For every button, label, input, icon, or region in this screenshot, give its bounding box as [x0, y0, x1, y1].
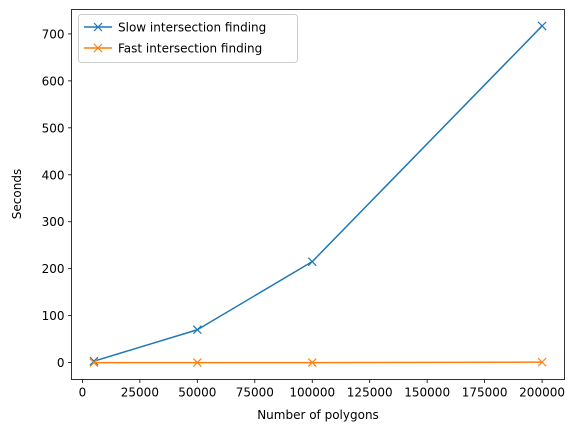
data-point-marker [193, 326, 201, 334]
series-layer [90, 22, 546, 367]
legend: Slow intersection finding Fast intersecti… [79, 15, 298, 63]
y-tick-label: 0 [57, 356, 65, 370]
x-tick-label: 50000 [178, 386, 216, 400]
y-tick-label: 400 [42, 168, 65, 182]
series-line-1 [94, 26, 542, 361]
y-axis-ticks: 0 100 200 300 400 500 600 700 [42, 27, 72, 370]
y-tick-label: 100 [42, 309, 65, 323]
data-point-marker [90, 357, 98, 365]
x-tick-label: 0 [79, 386, 87, 400]
y-tick-label: 500 [42, 121, 65, 135]
x-tick-label: 25000 [121, 386, 159, 400]
x-axis-label: Number of polygons [257, 408, 379, 422]
x-tick-label: 125000 [347, 386, 393, 400]
data-point-marker [308, 258, 316, 266]
x-tick-label: 150000 [404, 386, 450, 400]
x-axis-ticks: 0 25000 50000 75000 100000 125000 150000 175000… [79, 380, 565, 400]
x-tick-label: 175000 [462, 386, 508, 400]
x-tick-label: 100000 [289, 386, 335, 400]
x-tick-label: 75000 [236, 386, 274, 400]
y-tick-label: 700 [42, 27, 65, 41]
plot-area-frame [72, 10, 565, 380]
legend-label-2: Fast intersection finding [118, 42, 262, 56]
y-tick-label: 600 [42, 74, 65, 88]
y-tick-label: 200 [42, 262, 65, 276]
x-tick-label: 200000 [519, 386, 565, 400]
legend-label-1: Slow intersection finding [118, 21, 266, 35]
y-axis-label: Seconds [10, 169, 24, 219]
y-tick-label: 300 [42, 215, 65, 229]
data-point-marker [538, 22, 546, 30]
